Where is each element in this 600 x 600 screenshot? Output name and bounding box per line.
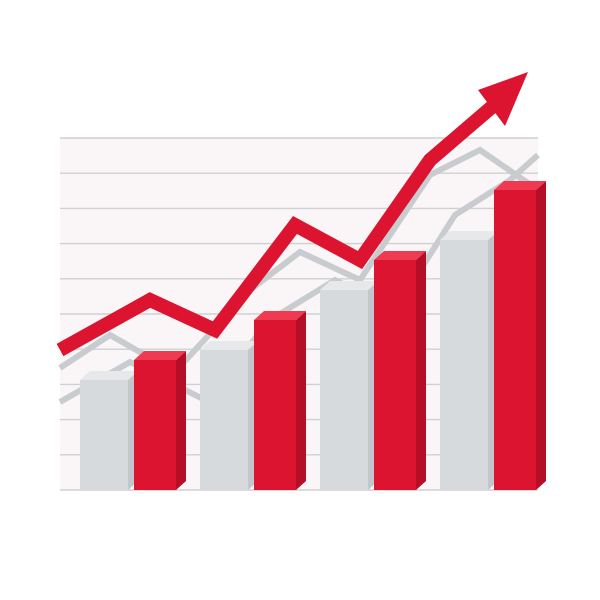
- bar-grey: [80, 371, 138, 490]
- bar-grey: [320, 281, 378, 490]
- bar-grey: [200, 341, 258, 490]
- bar-red: [374, 251, 426, 490]
- bar-grey: [440, 231, 498, 490]
- growth-chart: [0, 0, 600, 600]
- bar-red: [254, 311, 306, 490]
- bar-red: [494, 181, 546, 490]
- bar-red: [134, 351, 186, 490]
- grid-band: [60, 173, 538, 208]
